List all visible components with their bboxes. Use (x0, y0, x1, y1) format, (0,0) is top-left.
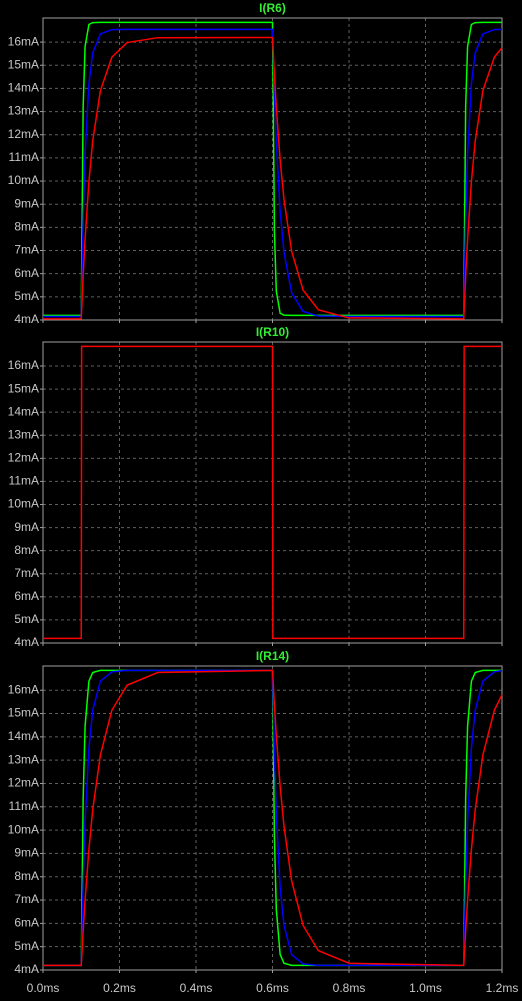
x-tick-label: 0.0ms (27, 981, 60, 995)
y-tick-label: 11mA (9, 474, 39, 488)
y-tick-label: 16mA (8, 34, 39, 48)
y-tick-label: 15mA (8, 381, 39, 395)
series-line (43, 345, 502, 640)
y-tick-label: 13mA (8, 752, 39, 766)
series-line (43, 21, 502, 317)
y-tick-label: 13mA (8, 427, 39, 441)
x-tick-label: 0.6ms (256, 981, 289, 995)
y-tick-label: 5mA (14, 612, 39, 626)
y-tick-label: 8mA (14, 869, 39, 883)
series-line (43, 36, 503, 320)
y-tick-label: 14mA (8, 404, 39, 418)
y-tick-label: 12mA (8, 127, 39, 141)
y-tick-label: 16mA (8, 358, 39, 372)
y-tick-label: 10mA (8, 173, 39, 187)
x-tick-label: 1.0ms (409, 981, 442, 995)
y-tick-label: 16mA (8, 682, 39, 696)
y-tick-label: 4mA (14, 312, 39, 326)
y-tick-label: 10mA (8, 497, 39, 511)
chart-title: I(R6) (259, 1, 286, 15)
y-tick-label: 13mA (8, 104, 39, 118)
y-tick-label: 15mA (8, 706, 39, 720)
series-line (43, 669, 502, 967)
y-tick-label: 7mA (14, 566, 39, 580)
y-tick-label: 9mA (14, 196, 39, 210)
y-tick-label: 6mA (14, 589, 39, 603)
x-tick-label: 1.2ms (486, 981, 519, 995)
y-tick-label: 9mA (14, 846, 39, 860)
x-tick-label: 0.2ms (103, 981, 136, 995)
x-tick-label: 0.4ms (180, 981, 213, 995)
plot-frame (42, 665, 503, 971)
y-tick-label: 12mA (8, 776, 39, 790)
y-tick-label: 4mA (14, 962, 39, 976)
y-tick-label: 14mA (8, 729, 39, 743)
plot-frame (42, 341, 503, 644)
y-tick-label: 5mA (14, 939, 39, 953)
y-tick-label: 11mA (9, 799, 39, 813)
y-tick-label: 10mA (8, 822, 39, 836)
plot-frame (42, 17, 503, 321)
y-tick-label: 15mA (8, 57, 39, 71)
y-tick-label: 8mA (14, 220, 39, 234)
y-tick-label: 4mA (14, 635, 39, 649)
series-line (43, 669, 503, 967)
y-tick-label: 14mA (8, 81, 39, 95)
y-tick-label: 7mA (14, 243, 39, 257)
y-tick-label: 5mA (14, 289, 39, 303)
y-tick-label: 6mA (14, 266, 39, 280)
series-line (43, 28, 503, 318)
y-tick-label: 6mA (14, 916, 39, 930)
series-line (43, 669, 503, 967)
y-tick-label: 12mA (8, 451, 39, 465)
chart-title: I(R14) (256, 649, 289, 663)
y-tick-label: 11mA (9, 150, 39, 164)
x-tick-label: 0.8ms (333, 981, 366, 995)
chart-title: I(R10) (256, 325, 289, 339)
y-tick-label: 7mA (14, 892, 39, 906)
y-tick-label: 8mA (14, 543, 39, 557)
y-tick-label: 9mA (14, 520, 39, 534)
